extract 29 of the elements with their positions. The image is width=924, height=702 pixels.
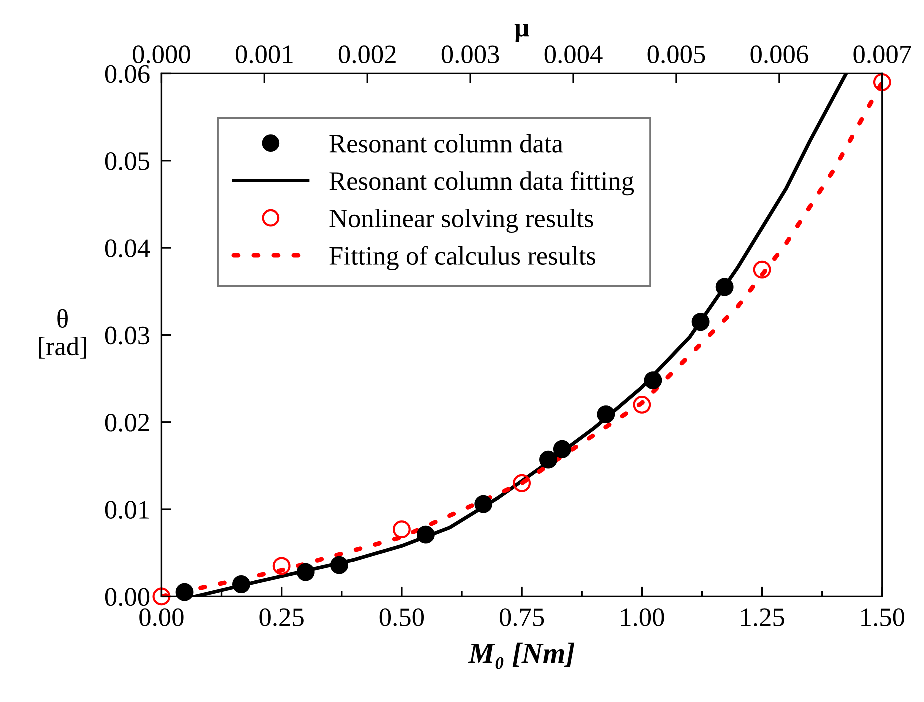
x-tick-label: 1.50 xyxy=(862,608,905,626)
y-tick-label: 0.02 xyxy=(105,414,150,432)
x2-tick-label: 0.001 xyxy=(236,46,293,64)
x-tick-label: 0.50 xyxy=(380,608,424,626)
y-axis-title: θ [rad] xyxy=(39,309,86,359)
x2-tick-label: 0.000 xyxy=(133,46,190,64)
x2-tick-label: 0.005 xyxy=(648,46,706,64)
x-tick-label: 1.00 xyxy=(621,608,664,626)
x2-tick-label: 0.007 xyxy=(854,46,912,64)
legend-label: Fitting of calculus results xyxy=(330,246,596,271)
y-tick-label: 0.03 xyxy=(105,326,150,345)
x-axis-title: M₀ [Nm] xyxy=(468,642,575,670)
x-tick-label: 1.25 xyxy=(742,608,784,626)
x2-tick-label: 0.006 xyxy=(750,46,808,64)
x-tick-label: 0.00 xyxy=(140,608,184,626)
y-tick-label: 0.00 xyxy=(105,588,150,606)
x2-tick-label: 0.002 xyxy=(338,46,396,64)
y-tick-label: 0.05 xyxy=(105,152,150,170)
legend-label: Nonlinear solving results xyxy=(330,209,594,234)
legend-label: Resonant column data xyxy=(330,134,564,153)
y-tick-label: 0.04 xyxy=(105,240,150,258)
x-tick-label: 0.25 xyxy=(260,608,304,626)
y-tick-label: 0.06 xyxy=(105,65,150,84)
x2-tick-label: 0.003 xyxy=(442,46,500,64)
x-tick-label: 0.75 xyxy=(500,608,544,626)
y-tick-label: 0.01 xyxy=(105,501,150,520)
x2-axis-title: μ xyxy=(514,24,530,42)
legend-label: Resonant column data fitting xyxy=(330,171,634,196)
x2-tick-label: 0.004 xyxy=(544,46,603,64)
